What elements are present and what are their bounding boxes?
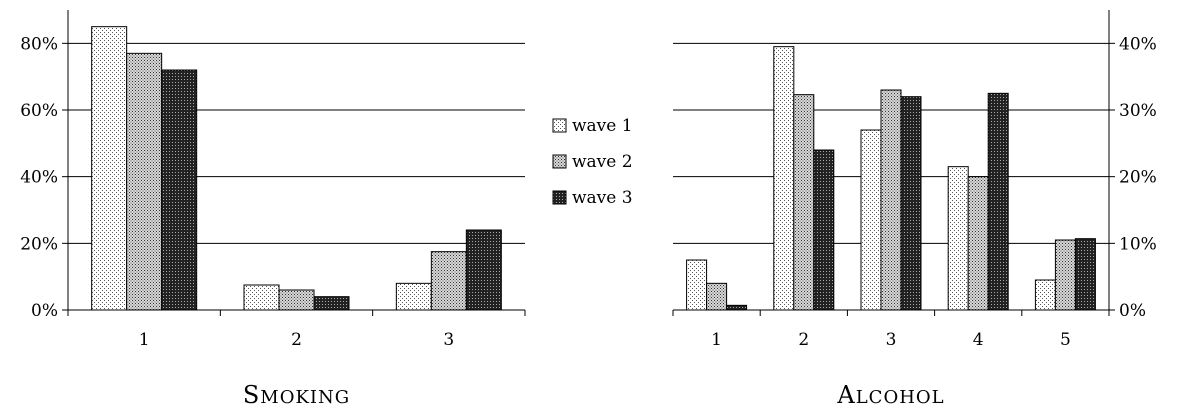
smoking-x-tick-label: 2 — [291, 330, 302, 350]
smoking-x-tick-label: 1 — [139, 330, 150, 350]
alcohol-bar-3-wave-2 — [880, 89, 902, 311]
alcohol-bar-1-wave-1 — [686, 259, 708, 311]
alcohol-bar-4-wave-2 — [967, 176, 989, 311]
alcohol-bar-5-wave-3 — [1074, 238, 1096, 311]
legend-swatch-wave-1 — [552, 118, 567, 133]
alcohol-bar-4-wave-3 — [987, 92, 1009, 311]
smoking-y-tick-label: 40% — [20, 168, 58, 188]
smoking-x-tick-label: 3 — [443, 330, 454, 350]
alcohol-x-tick-label: 2 — [798, 330, 809, 350]
smoking-bar-1-wave-2 — [126, 52, 163, 311]
alcohol-y-tick-label: 20% — [1119, 168, 1157, 188]
smoking-y-tick-label: 80% — [20, 34, 58, 54]
legend-item-wave-3: wave 3 — [552, 188, 633, 208]
alcohol-bar-2-wave-3 — [813, 149, 835, 311]
smoking-y-tick-label: 20% — [20, 234, 58, 254]
alcohol-bar-3-wave-3 — [900, 96, 922, 311]
alcohol-x-tick-label: 3 — [886, 330, 897, 350]
smoking-y-tick-label: 0% — [31, 301, 58, 321]
smoking-chart: 0% 20% 40% 60% 80% 1 2 3 SMOKING — [20, 10, 526, 409]
alcohol-bar-1-wave-2 — [706, 282, 728, 311]
smoking-bar-2-wave-1 — [243, 284, 280, 311]
legend-label-wave-2: wave 2 — [572, 152, 633, 172]
legend-swatch-wave-3 — [552, 190, 567, 205]
smoking-title: SMOKING — [243, 381, 350, 409]
smoking-bar-3-wave-3 — [465, 229, 502, 311]
alcohol-bar-2-wave-2 — [793, 94, 815, 311]
smoking-bar-3-wave-2 — [430, 251, 467, 311]
legend-label-wave-3: wave 3 — [572, 188, 633, 208]
alcohol-title: ALCOHOL — [836, 381, 944, 409]
smoking-bar-3-wave-1 — [395, 282, 432, 311]
alcohol-bar-3-wave-1 — [860, 129, 882, 311]
alcohol-x-tick-label: 4 — [973, 330, 984, 350]
legend-item-wave-2: wave 2 — [552, 152, 633, 172]
alcohol-y-tick-label: 0% — [1119, 301, 1146, 321]
smoking-bar-1-wave-3 — [161, 69, 198, 311]
legend-item-wave-1: wave 1 — [552, 116, 633, 136]
smoking-bar-1-wave-1 — [91, 26, 128, 311]
legend: wave 1 wave 2 wave 3 — [552, 116, 633, 208]
smoking-y-tick-label: 60% — [20, 101, 58, 121]
smoking-bar-2-wave-3 — [313, 296, 350, 311]
alcohol-bar-5-wave-1 — [1034, 279, 1056, 311]
alcohol-bar-1-wave-3 — [726, 304, 748, 311]
legend-label-wave-1: wave 1 — [572, 116, 633, 136]
alcohol-bar-2-wave-1 — [773, 46, 795, 311]
alcohol-y-tick-label: 30% — [1119, 101, 1157, 121]
alcohol-bar-5-wave-2 — [1054, 239, 1076, 311]
alcohol-bar-4-wave-1 — [947, 166, 969, 311]
alcohol-x-tick-label: 5 — [1060, 330, 1071, 350]
smoking-bar-2-wave-2 — [278, 289, 315, 311]
alcohol-y-tick-label: 40% — [1119, 34, 1157, 54]
alcohol-chart: 0% 10% 20% 30% 40% 1 2 3 4 5 ALCOHOL — [672, 10, 1157, 409]
alcohol-x-tick-label: 1 — [711, 330, 722, 350]
alcohol-y-tick-label: 10% — [1119, 234, 1157, 254]
legend-swatch-wave-2 — [552, 154, 567, 169]
